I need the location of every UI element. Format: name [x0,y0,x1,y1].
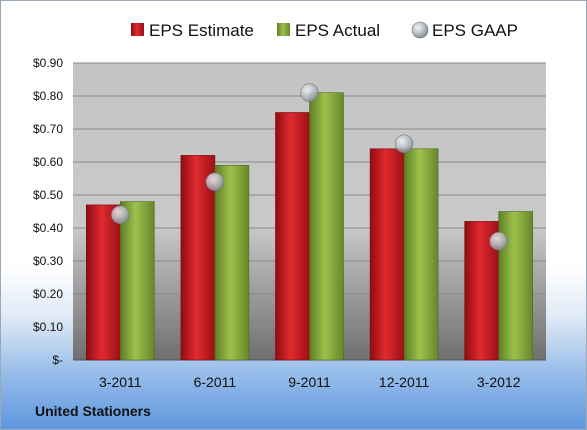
marker-eps-gaap [300,83,319,102]
legend-swatch-eps-estimate [131,23,144,36]
bar-eps-actual [403,148,439,361]
bar-eps-actual [120,201,155,361]
y-tick-label: $0.60 [33,155,63,169]
legend-swatch-eps-actual [277,23,290,36]
legend-label: EPS Estimate [149,21,254,40]
x-tick-label: 12-2011 [379,374,430,390]
y-tick-label: $0.30 [33,254,63,268]
bar-eps-estimate [180,155,216,361]
x-tick-label: 9-2011 [288,374,331,390]
marker-eps-gaap [394,134,414,154]
y-tick-label: $0.70 [33,122,63,136]
x-tick-label: 6-2011 [194,374,237,390]
marker-eps-gaap [111,205,130,225]
y-tick-label: $- [52,353,63,367]
bar-eps-estimate [275,112,310,361]
x-tick-label: 3-2012 [477,374,521,390]
bar-eps-estimate [369,148,405,361]
x-tick-label: 3-2011 [99,374,142,390]
bar-eps-estimate [86,204,121,361]
bar-eps-actual [214,165,250,361]
legend-swatch-eps-gaap [411,21,429,39]
y-tick-label: $0.80 [33,89,63,103]
company-label: United Stationers [35,403,151,419]
y-tick-label: $0.10 [33,320,63,334]
legend-label: EPS Actual [295,21,380,40]
y-tick-label: $0.40 [33,221,63,235]
bar-eps-actual [309,92,344,361]
marker-eps-gaap [489,231,509,251]
y-tick-label: $0.50 [33,188,63,202]
y-tick-label: $0.20 [33,287,63,301]
legend-label: EPS GAAP [432,21,518,40]
y-tick-label: $0.90 [33,56,63,70]
marker-eps-gaap [205,172,225,192]
